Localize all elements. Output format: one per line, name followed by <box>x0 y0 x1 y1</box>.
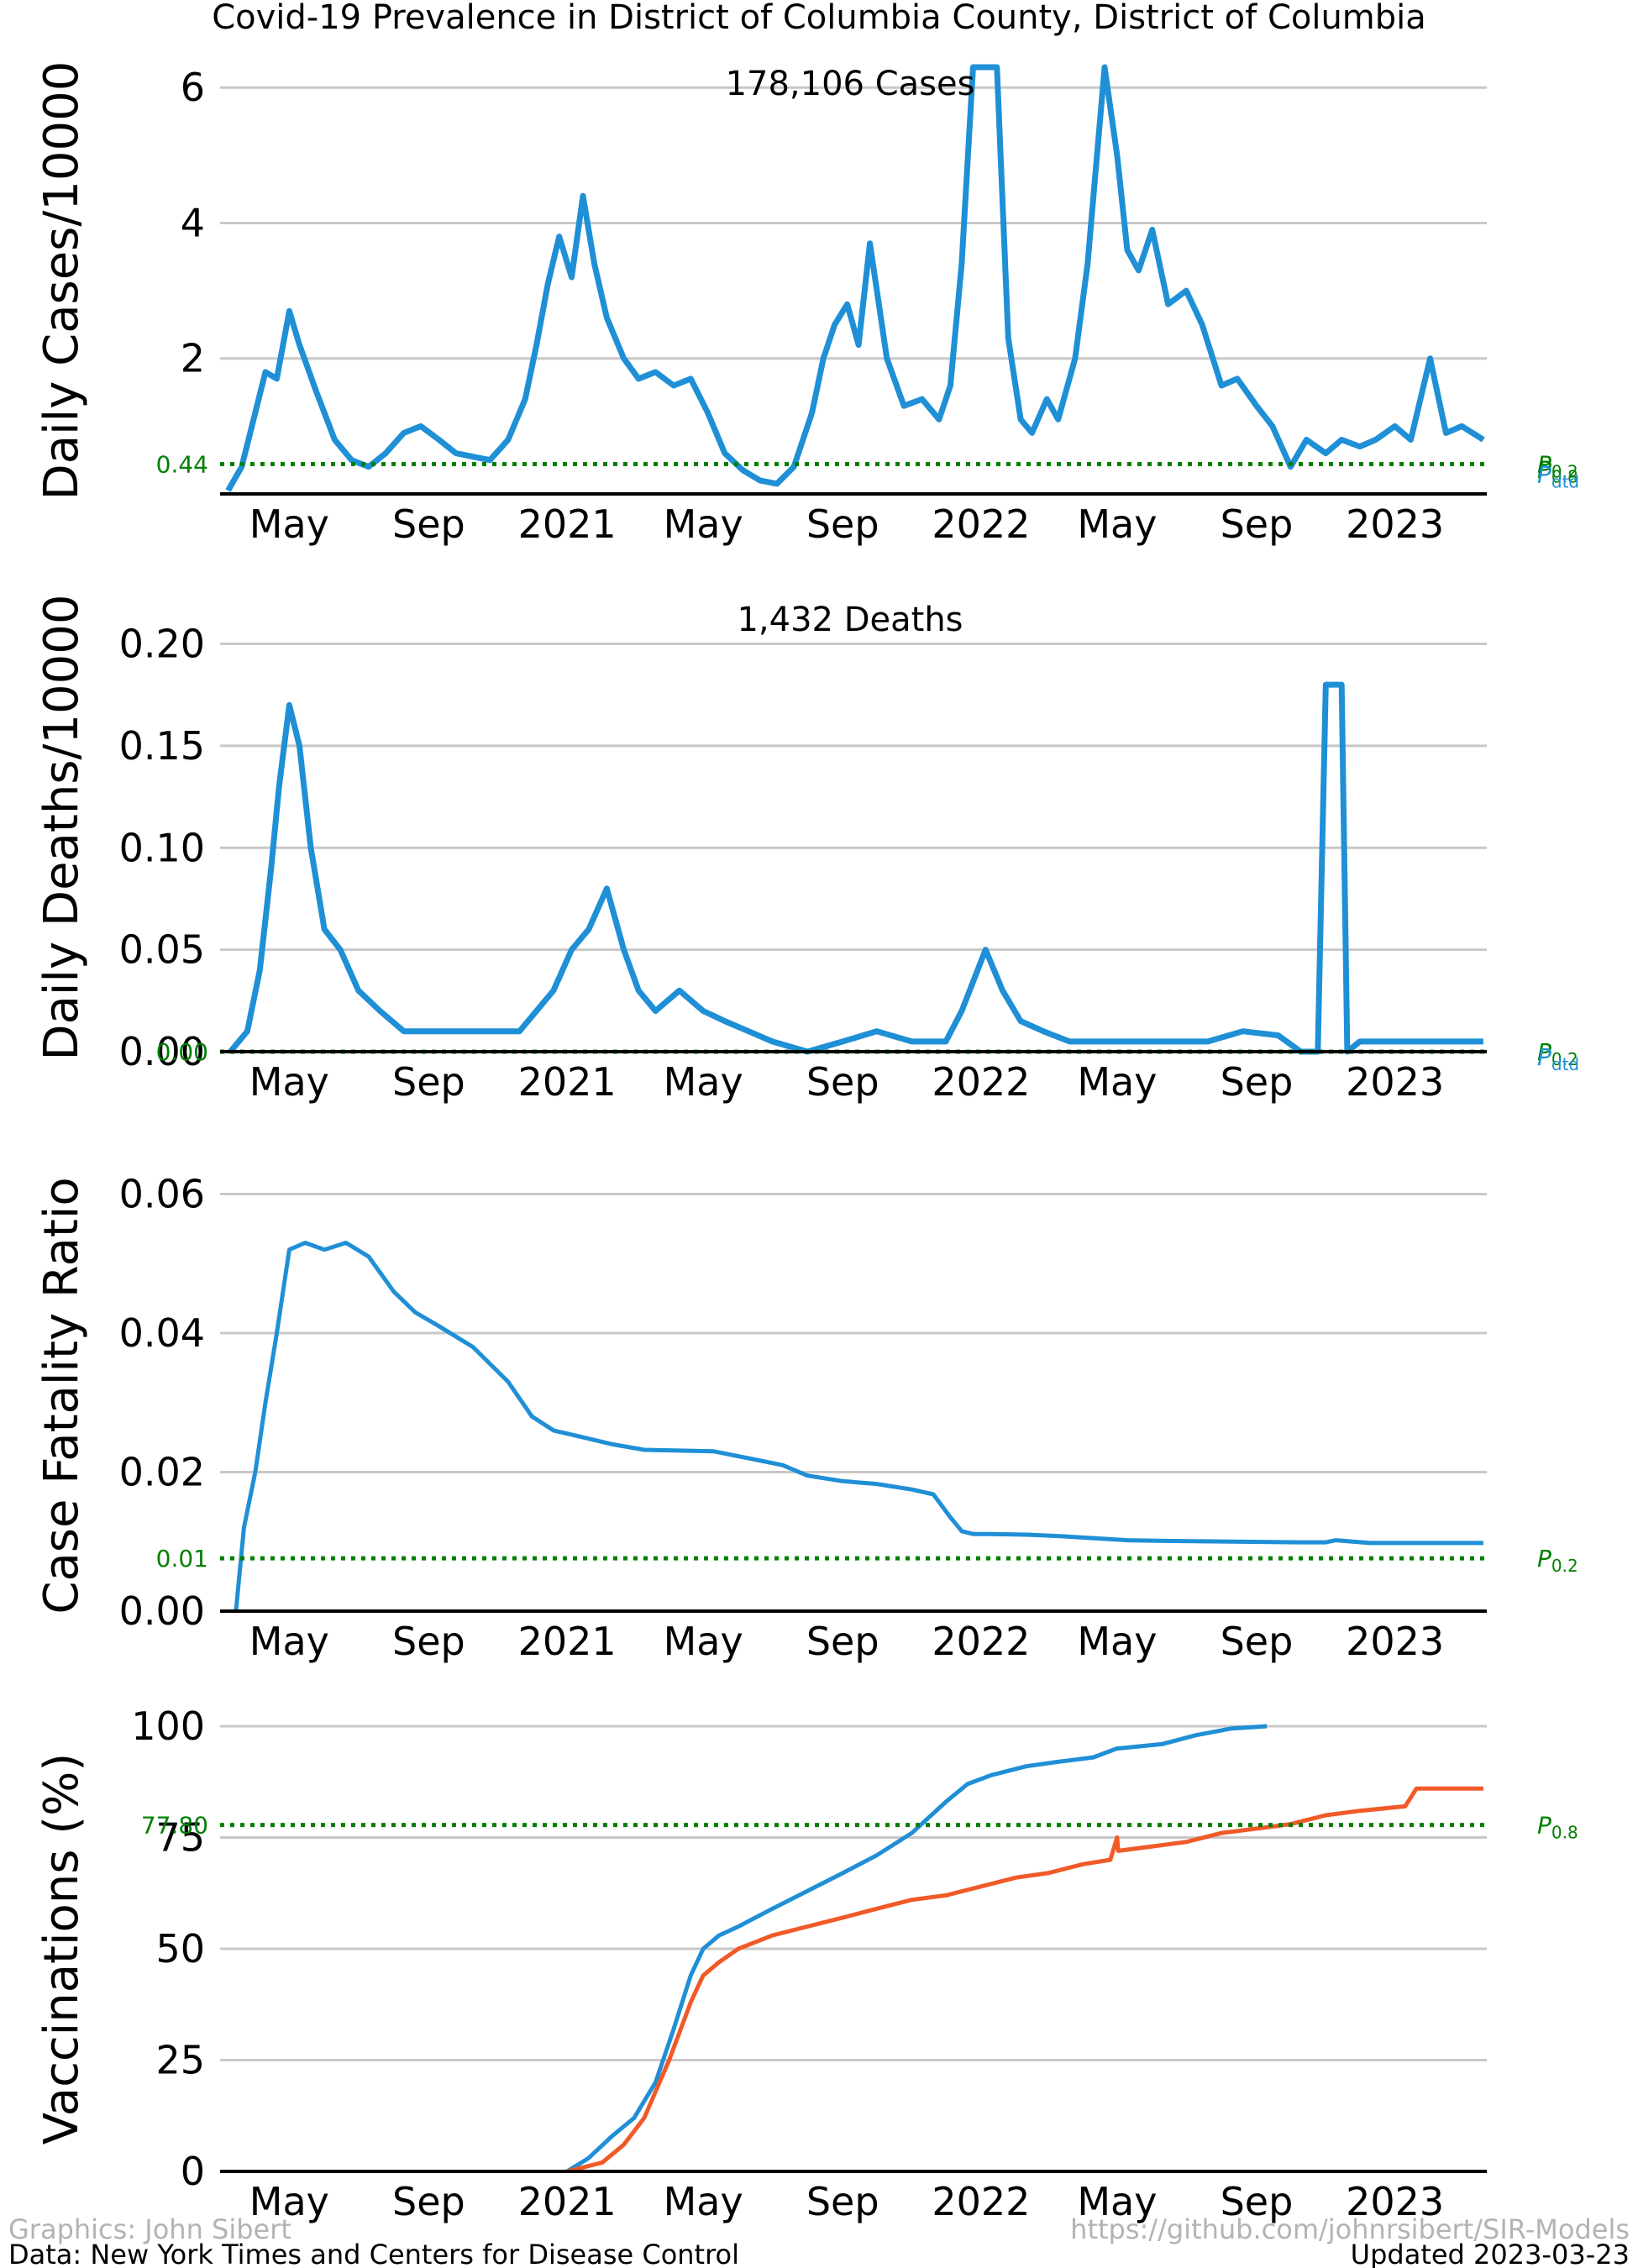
x-tick-label: Sep <box>1221 1619 1294 1664</box>
x-tick-label: Sep <box>1221 501 1294 547</box>
x-tick-label: 2023 <box>1346 2179 1444 2224</box>
x-tick-label: May <box>1077 1059 1157 1105</box>
y-axis-label: Vaccinations (%) <box>34 1753 89 2145</box>
y-axis-label: Daily Cases/10000 <box>34 61 89 501</box>
series-line-1 <box>565 1724 1268 2174</box>
x-tick-label: Sep <box>806 1059 879 1105</box>
y-tick-label: 6 <box>181 65 205 110</box>
footer-url[interactable]: https://github.com/johnrsibert/SIR-Model… <box>1070 2213 1630 2245</box>
series-line-1 <box>225 64 1485 492</box>
x-tick-label: May <box>249 2179 329 2224</box>
y-tick-label: 0.20 <box>119 622 205 667</box>
y-tick-label: 0.04 <box>119 1310 205 1356</box>
y-tick-label: 0.00 <box>119 1029 205 1074</box>
y-tick-label: 4 <box>181 200 205 245</box>
right-p-label: Pdtd <box>1537 1043 1579 1074</box>
x-tick-label: May <box>664 2179 743 2224</box>
y-axis-label: Case Fatality Ratio <box>34 1177 89 1614</box>
y-axis-label: Daily Deaths/10000 <box>34 594 89 1060</box>
y-tick-label: 2 <box>181 336 205 381</box>
footer-data-source: Data: New York Times and Centers for Dis… <box>8 2239 739 2268</box>
x-tick-label: 2021 <box>518 501 617 547</box>
reference-line-label: 0.00 <box>156 1038 208 1066</box>
x-tick-label: 2023 <box>1346 1059 1444 1105</box>
total-annotation: 1,432 Deaths <box>737 601 963 639</box>
series-line-1 <box>228 681 1483 1055</box>
x-tick-label: Sep <box>392 1059 465 1105</box>
series-line-1 <box>234 1241 1483 1612</box>
y-tick-label: 0 <box>181 2149 205 2194</box>
right-p-label: P0.8 <box>1537 456 1578 487</box>
x-tick-label: Sep <box>392 1619 465 1664</box>
y-tick-label: 0.05 <box>119 927 205 973</box>
x-tick-label: May <box>664 1619 743 1664</box>
x-tick-label: May <box>664 501 743 547</box>
y-tick-label: 0.00 <box>119 1588 205 1634</box>
y-tick-label: 25 <box>155 2038 205 2083</box>
x-tick-label: 2023 <box>1346 501 1444 547</box>
x-tick-label: 2021 <box>518 1059 617 1105</box>
x-tick-label: Sep <box>1221 1059 1294 1105</box>
reference-line-label: 77.80 <box>141 1812 208 1840</box>
x-tick-label: Sep <box>392 2179 465 2224</box>
x-tick-label: May <box>664 1059 743 1105</box>
x-tick-label: 2021 <box>518 2179 617 2224</box>
x-tick-label: May <box>249 501 329 547</box>
series-line-2 <box>566 1786 1483 2174</box>
right-p-label: P0.2 <box>1537 1038 1578 1069</box>
y-tick-label: 100 <box>131 1704 205 1749</box>
x-tick-label: Sep <box>806 1619 879 1664</box>
y-tick-label: 75 <box>155 1815 205 1861</box>
chart-panel-4: 0 25 50 75 100 Vaccinations (%) 77.80 P0.8 May Se… <box>34 1704 1578 2224</box>
right-p-label: P0.2 <box>1537 1545 1578 1576</box>
figure-title: Covid-19 Prevalence in District of Colum… <box>212 0 1426 37</box>
x-tick-label: 2022 <box>932 1619 1030 1664</box>
x-tick-label: 2022 <box>932 501 1030 547</box>
right-p-label: Pdtd <box>1537 461 1579 492</box>
y-tick-label: 0.06 <box>119 1172 205 1217</box>
total-annotation: 178,106 Cases <box>726 65 975 103</box>
reference-line-label: 0.01 <box>156 1545 208 1572</box>
x-tick-label: 2022 <box>932 1059 1030 1105</box>
reference-line-label: 0.44 <box>156 451 208 479</box>
right-p-label: P0.2 <box>1537 451 1578 482</box>
x-tick-label: May <box>249 1619 329 1664</box>
x-tick-label: Sep <box>806 501 879 547</box>
x-tick-label: Sep <box>1221 2179 1294 2224</box>
chart-panel-3: 0.00 0.02 0.04 0.06 Case Fatality Ratio 0.01 P… <box>34 1172 1578 1664</box>
x-tick-label: May <box>1077 501 1157 547</box>
x-tick-label: Sep <box>806 2179 879 2224</box>
footer-updated: Updated 2023-03-23 <box>1351 2239 1630 2268</box>
x-tick-label: May <box>249 1059 329 1105</box>
x-tick-label: May <box>1077 2179 1157 2224</box>
x-tick-label: 2021 <box>518 1619 617 1664</box>
x-tick-label: 2022 <box>932 2179 1030 2224</box>
y-tick-label: 50 <box>155 1926 205 1971</box>
y-tick-label: 0.10 <box>119 825 205 870</box>
x-tick-label: May <box>1077 1619 1157 1664</box>
x-tick-label: Sep <box>392 501 465 547</box>
right-p-label: P0.8 <box>1537 1812 1578 1843</box>
y-tick-label: 0.15 <box>119 723 205 769</box>
footer-graphics-credit: Graphics: John Sibert <box>8 2213 291 2245</box>
x-tick-label: 2023 <box>1346 1619 1444 1664</box>
y-tick-label: 0.02 <box>119 1450 205 1495</box>
